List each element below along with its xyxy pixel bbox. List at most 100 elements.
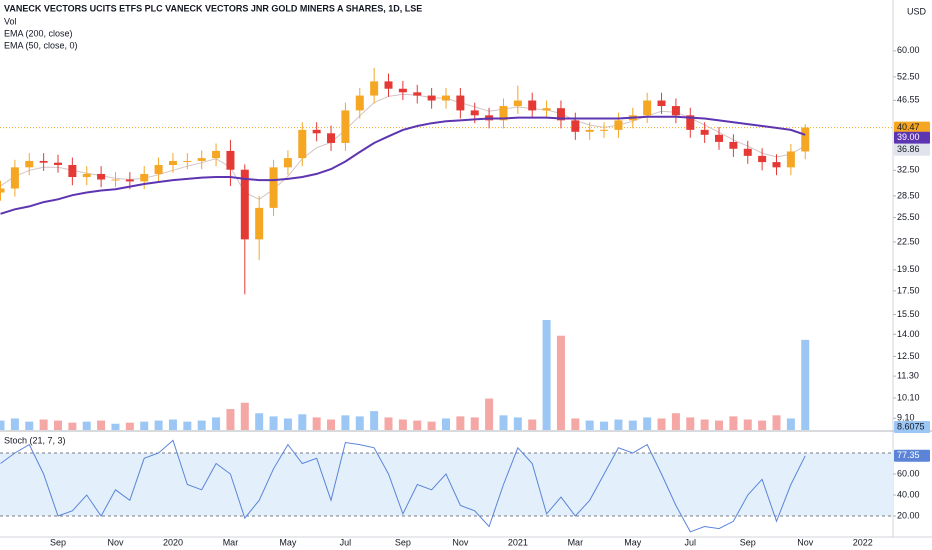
price-label: 39.00 <box>897 132 920 142</box>
volume-bar <box>398 419 407 430</box>
volume-bar <box>528 419 537 430</box>
price-label-box <box>894 143 930 156</box>
x-tick-label: Nov <box>797 537 814 547</box>
candle-body <box>743 148 752 156</box>
candle-body <box>82 173 91 178</box>
volume-bar <box>212 417 221 430</box>
candle-body <box>686 115 695 130</box>
volume-bar <box>25 421 34 430</box>
volume-bar <box>585 420 594 430</box>
candle-body <box>657 100 666 107</box>
volume-bar <box>456 416 465 430</box>
candle-body <box>614 120 623 130</box>
y-tick-label: 25.50 <box>897 212 920 222</box>
y-tick-label: 52.50 <box>897 71 920 81</box>
x-tick-label: Nov <box>107 537 124 547</box>
x-tick-label: 2020 <box>163 537 183 547</box>
y-tick-label: 60.00 <box>897 468 920 478</box>
volume-bar <box>154 420 163 430</box>
candle-body <box>772 162 781 168</box>
candle-body <box>312 129 321 134</box>
volume-bar <box>140 421 149 430</box>
volume-bar <box>312 417 321 430</box>
candle-body <box>513 100 522 107</box>
x-tick-label: Sep <box>740 537 756 547</box>
volume-bar <box>571 418 580 430</box>
volume-bar <box>10 418 19 430</box>
candle-body <box>97 173 106 180</box>
legend-entry: EMA (200, close) <box>4 28 73 38</box>
candle-body <box>197 158 206 161</box>
y-tick-label: 19.50 <box>897 264 920 274</box>
volume-bar <box>97 420 106 430</box>
volume-bar <box>758 420 767 430</box>
volume-bar <box>441 418 450 430</box>
volume-bar <box>0 420 5 430</box>
volume-bar <box>341 415 350 430</box>
candle-body <box>556 108 565 121</box>
candle-body <box>786 151 795 168</box>
volume-bar <box>82 421 91 430</box>
volume-bar <box>355 416 364 430</box>
volume-bar <box>542 320 551 430</box>
candle-body <box>54 162 62 165</box>
volume-bar <box>125 422 134 430</box>
volume-bar <box>283 418 292 430</box>
candle-body <box>470 110 479 116</box>
volume-bar <box>671 413 680 430</box>
candle-body <box>39 160 48 163</box>
candle-body <box>269 167 278 208</box>
chart-title: VANECK VECTORS UCITS ETFS PLC VANECK VEC… <box>4 3 422 13</box>
candle-body <box>413 92 422 96</box>
y-tick-label: 17.50 <box>897 285 920 295</box>
volume-bar <box>614 419 623 430</box>
volume-bar <box>700 419 709 430</box>
volume-bar <box>786 418 795 430</box>
candle-body <box>226 150 235 170</box>
stoch-line <box>0 439 806 533</box>
volume-bar <box>470 417 479 430</box>
candle-body <box>10 167 19 189</box>
volume-bar <box>513 417 522 430</box>
volume-bar <box>39 419 48 430</box>
volume-legend: Vol <box>4 16 17 26</box>
volume-bar <box>729 416 738 430</box>
volume-bar <box>298 414 307 430</box>
candle-body <box>25 160 34 168</box>
candle-body <box>140 173 149 182</box>
candle-body <box>283 158 292 168</box>
candle-body <box>298 129 307 159</box>
x-tick-label: Jul <box>340 537 352 547</box>
ema-line <box>0 115 806 215</box>
candle-body <box>441 95 450 101</box>
price-label: 40.47 <box>897 122 920 132</box>
volume-bar <box>197 420 206 430</box>
y-tick-label: 32.50 <box>897 165 920 175</box>
y-tick-label: 10.10 <box>897 392 920 402</box>
volume-bar <box>556 335 565 430</box>
volume-bar <box>485 398 494 430</box>
price-label: 36.86 <box>897 144 920 154</box>
candle-body <box>384 81 393 89</box>
x-tick-label: May <box>624 537 642 547</box>
x-tick-label: Sep <box>50 537 66 547</box>
volume-bar <box>168 419 177 430</box>
currency-label: USD <box>907 6 927 16</box>
candle-body <box>370 81 379 96</box>
volume-bar <box>226 409 235 430</box>
volume-bar <box>801 339 810 430</box>
candle-body <box>68 164 77 178</box>
y-tick-label: 22.50 <box>897 236 920 246</box>
candle-body <box>643 100 652 116</box>
volume-bar <box>111 423 120 430</box>
volume-bar <box>384 417 393 430</box>
volume-bar <box>657 418 666 430</box>
y-tick-label: 11.30 <box>897 371 919 381</box>
candle-body <box>125 179 134 182</box>
volume-bar <box>600 421 609 430</box>
volume-bar <box>68 422 77 430</box>
y-tick-label: 14.00 <box>897 329 920 339</box>
volume-bar <box>743 419 752 430</box>
stoch-band <box>0 453 893 516</box>
